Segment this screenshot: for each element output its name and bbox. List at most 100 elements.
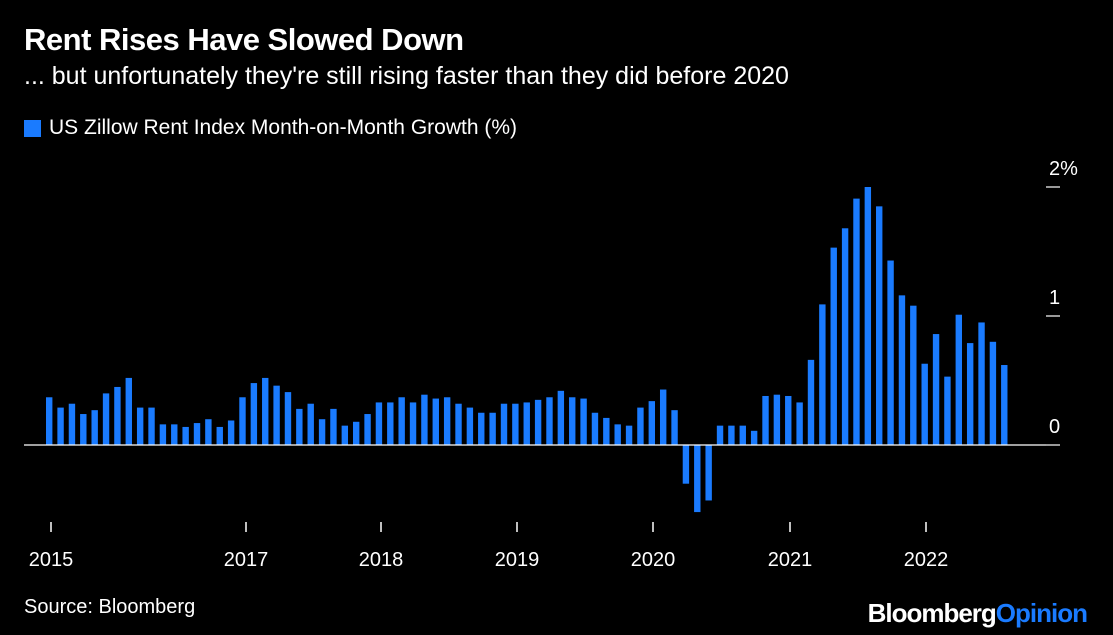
bar: [944, 376, 951, 445]
bar: [682, 445, 690, 484]
bar: [250, 383, 258, 445]
bar: [205, 419, 212, 445]
bar: [819, 304, 826, 445]
bar: [978, 322, 985, 445]
bar: [694, 445, 701, 513]
bar: [557, 390, 565, 445]
bar: [102, 393, 110, 445]
bar: [739, 425, 746, 445]
bar: [284, 392, 292, 445]
bar: [671, 410, 678, 445]
bar: [46, 397, 53, 445]
bar: [466, 407, 474, 445]
bar: [898, 295, 906, 445]
bar: [159, 424, 167, 445]
bar: [887, 260, 894, 445]
bar: [932, 334, 940, 445]
bar: [705, 445, 712, 501]
chart-title: Rent Rises Have Slowed Down: [24, 22, 464, 57]
bar: [648, 401, 656, 445]
bar: [625, 425, 633, 445]
x-tick-label: 2020: [631, 549, 676, 571]
bar: [136, 407, 144, 445]
bar: [989, 341, 997, 445]
bar: [1001, 365, 1008, 445]
bar: [421, 394, 428, 445]
bar: [80, 414, 87, 445]
bar: [262, 377, 269, 445]
bar: [853, 198, 860, 445]
bar: [876, 206, 883, 445]
bar: [182, 426, 189, 445]
bar: [796, 402, 803, 445]
bar: [455, 403, 462, 445]
x-tick-label: 2021: [768, 549, 813, 571]
bar: [762, 395, 769, 445]
bar: [91, 410, 98, 445]
bar: [750, 430, 758, 445]
bar: [489, 412, 496, 445]
x-tick-label: 2015: [29, 549, 74, 571]
bar: [296, 408, 303, 445]
x-tick-label: 2022: [904, 549, 949, 571]
bar: [910, 305, 917, 445]
bar: [375, 402, 383, 445]
bar: [637, 407, 644, 445]
bar: [341, 425, 349, 445]
bar: [569, 397, 576, 445]
bar: [239, 397, 246, 445]
bar: [432, 398, 439, 445]
bar: [125, 377, 132, 445]
legend-label: US Zillow Rent Index Month-on-Month Grow…: [49, 116, 517, 139]
bar: [500, 403, 508, 445]
bar: [512, 403, 519, 445]
bar: [546, 397, 553, 445]
y-tick-label: 0: [1049, 416, 1060, 438]
bar: [409, 402, 417, 445]
bar: [659, 389, 667, 445]
bar: [534, 399, 542, 445]
x-tick-label: 2019: [495, 549, 540, 571]
bar: [864, 187, 872, 445]
bar: [318, 419, 326, 445]
bar: [68, 403, 76, 445]
bar: [443, 397, 451, 445]
x-tick-label: 2017: [224, 549, 269, 571]
bar: [398, 397, 405, 445]
bar: [57, 407, 64, 445]
bar: [807, 359, 815, 445]
bar: [830, 247, 837, 445]
bar: [955, 314, 962, 445]
bar: [841, 228, 849, 445]
bar: [603, 417, 610, 445]
chart-subtitle: ... but unfortunately they're still risi…: [24, 62, 789, 90]
bar: [227, 420, 235, 445]
brand-logo: BloombergOpinion: [867, 598, 1088, 629]
bar: [966, 343, 974, 445]
bar: [523, 402, 530, 445]
bar: [330, 408, 337, 445]
bar: [773, 394, 781, 445]
bar: [148, 407, 155, 445]
bar: [728, 425, 735, 445]
brand-bloomberg: Bloomberg: [867, 598, 997, 628]
y-tick-label: 2%: [1049, 158, 1078, 180]
brand-opinion: Opinion: [995, 598, 1088, 628]
bar: [171, 424, 178, 445]
bar: [364, 414, 371, 445]
bar: [478, 412, 485, 445]
bar: [273, 385, 280, 445]
bar: [716, 425, 724, 445]
bar: [387, 402, 394, 445]
source-note: Source: Bloomberg: [24, 596, 196, 618]
bar: [591, 412, 599, 445]
bar-chart: 0 1 2% 2015 2017 2018 2019 2020 2021 2022: [24, 158, 1078, 571]
legend: US Zillow Rent Index Month-on-Month Grow…: [24, 116, 517, 140]
bar: [352, 421, 360, 445]
bar: [193, 423, 201, 445]
x-tick-label: 2018: [359, 549, 404, 571]
bar: [216, 426, 223, 445]
bar: [307, 403, 314, 445]
bar: [785, 395, 792, 445]
bar: [921, 363, 928, 445]
